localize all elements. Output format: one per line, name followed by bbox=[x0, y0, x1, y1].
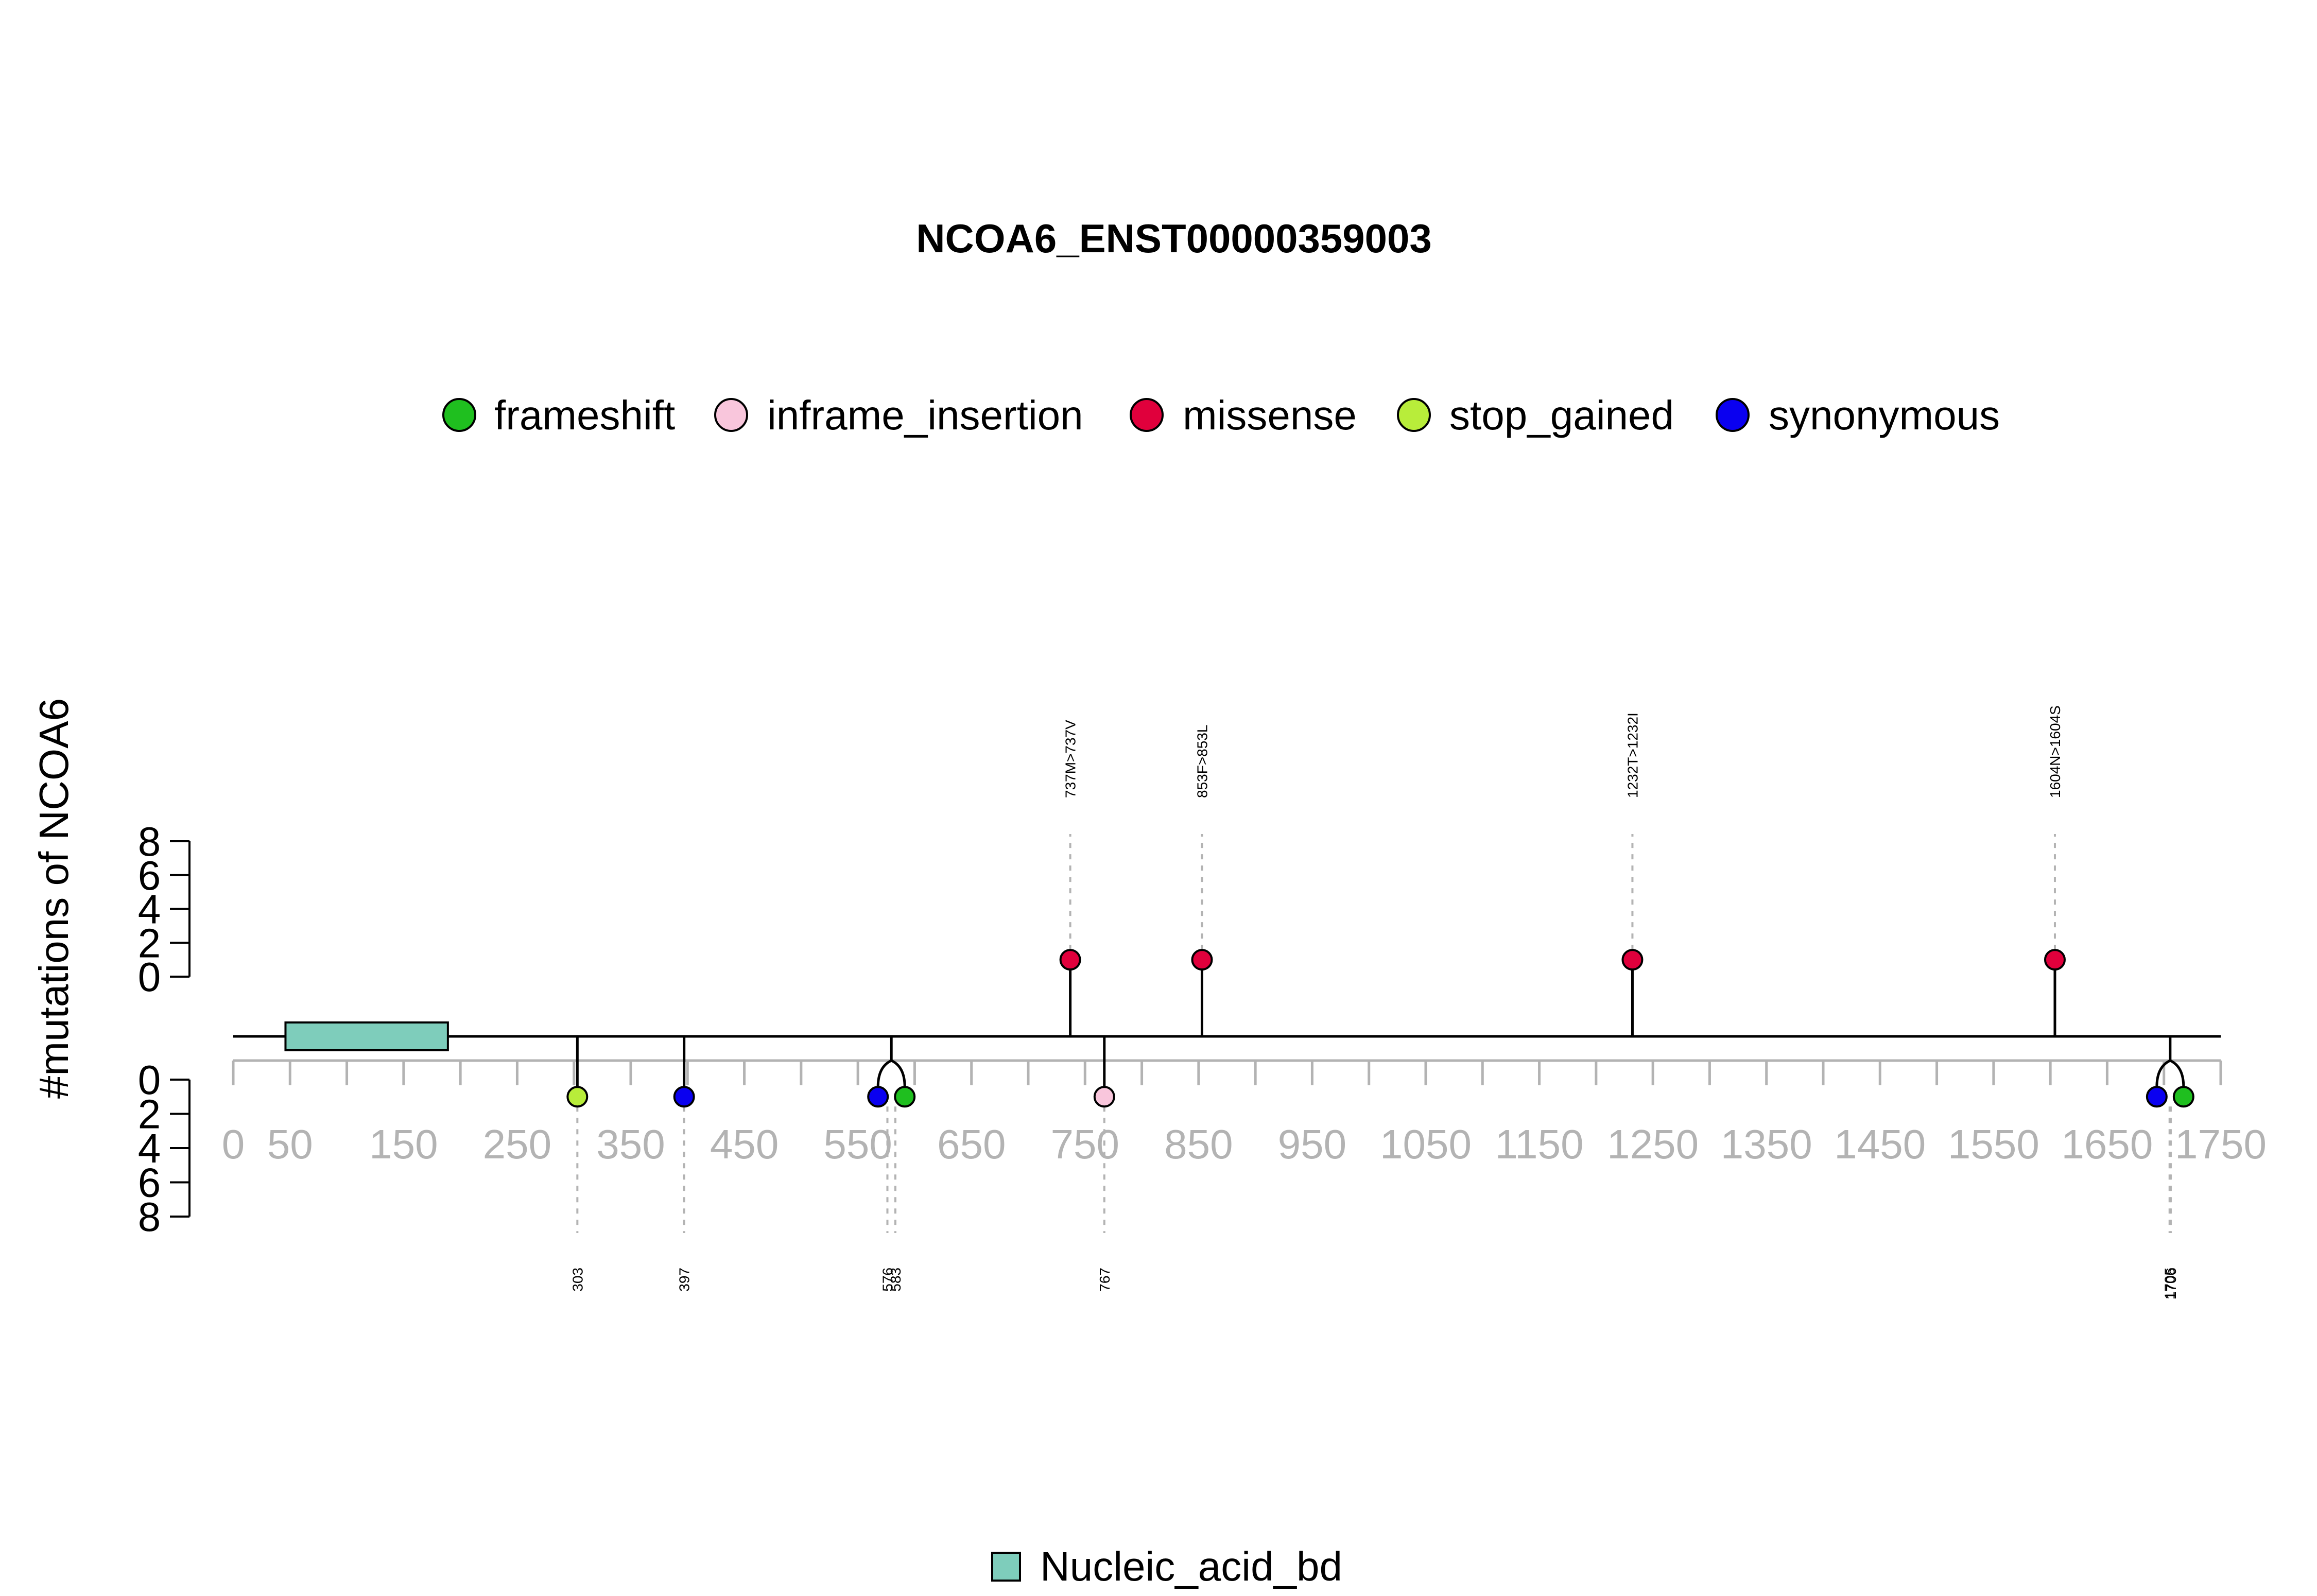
y-axis-label: #mutations of NCOA6 bbox=[31, 698, 77, 1099]
mutation-point-583 bbox=[894, 1086, 916, 1108]
domain-Nucleic_acid_bd bbox=[284, 1021, 449, 1051]
legend-marker-synonymous bbox=[1716, 398, 1750, 432]
mutation-label-737: 737M>737V bbox=[1063, 720, 1079, 798]
legend-label-inframe_insertion: inframe_insertion bbox=[767, 392, 1083, 438]
x-tick-label-1350: 1350 bbox=[1721, 1121, 1812, 1167]
mutation-point-853 bbox=[1191, 949, 1213, 971]
y-tick-label-upper-8: 8 bbox=[138, 819, 161, 864]
legend-marker-frameshift bbox=[442, 398, 476, 432]
mutation-label-583: 583 bbox=[888, 1268, 904, 1292]
mutation-point-303 bbox=[566, 1086, 589, 1108]
legend-marker-inframe_insertion bbox=[714, 398, 748, 432]
y-tick-label-lower-0: 0 bbox=[138, 1057, 161, 1103]
y-tick-label-lower-2: 2 bbox=[138, 1091, 161, 1137]
x-tick-label-950: 950 bbox=[1278, 1121, 1346, 1167]
mutation-label-767: 767 bbox=[1097, 1268, 1113, 1292]
mutation-label-1232: 1232T>1232I bbox=[1624, 713, 1640, 798]
mutation-label-303: 303 bbox=[569, 1268, 585, 1292]
x-tick-label-0: 0 bbox=[222, 1121, 245, 1167]
y-tick-label-upper-6: 6 bbox=[138, 853, 161, 898]
x-axis: 0 50 150 250 350 450 550 650 750 850 950 1050 1150 12… bbox=[222, 1059, 2267, 1167]
x-tick-label-150: 150 bbox=[369, 1121, 438, 1167]
mutation-point-1232 bbox=[1621, 949, 1644, 971]
fork-583 bbox=[891, 1059, 906, 1087]
x-tick-label-350: 350 bbox=[596, 1121, 665, 1167]
mutation-point-1705 bbox=[2146, 1086, 2168, 1108]
x-tick-label-650: 650 bbox=[937, 1121, 1006, 1167]
x-tick-label-1650: 1650 bbox=[2061, 1121, 2153, 1167]
mutation-label-1705: 1705 bbox=[2162, 1268, 2178, 1299]
legend-marker-missense bbox=[1130, 398, 1164, 432]
y-axis-labels: #mutations of NCOA6 bbox=[31, 698, 77, 1099]
mutation-label-397: 397 bbox=[677, 1268, 693, 1292]
legend-marker-stop_gained bbox=[1397, 398, 1431, 432]
domain-legend: Nucleic_acid_bd bbox=[991, 1543, 1342, 1589]
x-tick-label-1050: 1050 bbox=[1380, 1121, 1472, 1167]
domains bbox=[284, 1021, 449, 1051]
x-tick-label-1450: 1450 bbox=[1834, 1121, 1926, 1167]
y-tick-label-lower-4: 4 bbox=[138, 1125, 161, 1171]
x-tick-label-550: 550 bbox=[823, 1121, 892, 1167]
y-tick-label-lower-6: 6 bbox=[138, 1160, 161, 1206]
fork-576 bbox=[876, 1059, 892, 1087]
legend-label-frameshift: frameshift bbox=[494, 392, 675, 438]
mutation-point-767 bbox=[1093, 1086, 1115, 1108]
mutation-label-853: 853F>853L bbox=[1194, 725, 1210, 798]
x-tick-label-750: 750 bbox=[1051, 1121, 1119, 1167]
domain-legend-label-Nucleic_acid_bd: Nucleic_acid_bd bbox=[1040, 1543, 1342, 1589]
y-tick-label-upper-2: 2 bbox=[138, 920, 161, 966]
y-tick-label-lower-8: 8 bbox=[138, 1194, 161, 1240]
fork-1706 bbox=[2169, 1059, 2185, 1087]
legend-label-stop_gained: stop_gained bbox=[1449, 392, 1674, 438]
x-tick-label-1550: 1550 bbox=[1948, 1121, 2039, 1167]
x-tick-label-850: 850 bbox=[1164, 1121, 1233, 1167]
legend-label-synonymous: synonymous bbox=[1769, 392, 2000, 438]
x-tick-label-50: 50 bbox=[267, 1121, 313, 1167]
mutation-point-1604 bbox=[2044, 949, 2066, 971]
chart-title: NCOA6_ENST00000359003 bbox=[916, 216, 1432, 261]
legend: frameshift inframe_insertion missense stop_… bbox=[442, 392, 2000, 438]
y-tick-label-upper-0: 0 bbox=[138, 954, 161, 1000]
x-tick-label-250: 250 bbox=[483, 1121, 551, 1167]
mutation-point-397 bbox=[673, 1086, 695, 1108]
mutation-point-576 bbox=[867, 1086, 889, 1108]
x-tick-label-450: 450 bbox=[710, 1121, 779, 1167]
legend-label-missense: missense bbox=[1183, 392, 1357, 438]
x-tick-label-1150: 1150 bbox=[1495, 1121, 1584, 1167]
mutation-label-576: 576 bbox=[879, 1268, 895, 1292]
domain-legend-marker-Nucleic_acid_bd bbox=[991, 1552, 1021, 1582]
x-tick-label-1750: 1750 bbox=[2175, 1121, 2267, 1167]
mutation-point-737 bbox=[1059, 949, 1081, 971]
mutation-label-1706: 1706 bbox=[2163, 1268, 2179, 1299]
mutations: 737M>737V 853F>853L 1232T>1232I 1604N>1604S… bbox=[566, 705, 2194, 1299]
y-tick-label-upper-4: 4 bbox=[138, 887, 161, 932]
fork-1705 bbox=[2155, 1059, 2171, 1087]
mutation-point-1706 bbox=[2172, 1086, 2194, 1108]
x-tick-label-1250: 1250 bbox=[1607, 1121, 1699, 1167]
mutation-label-1604: 1604N>1604S bbox=[2047, 705, 2063, 798]
